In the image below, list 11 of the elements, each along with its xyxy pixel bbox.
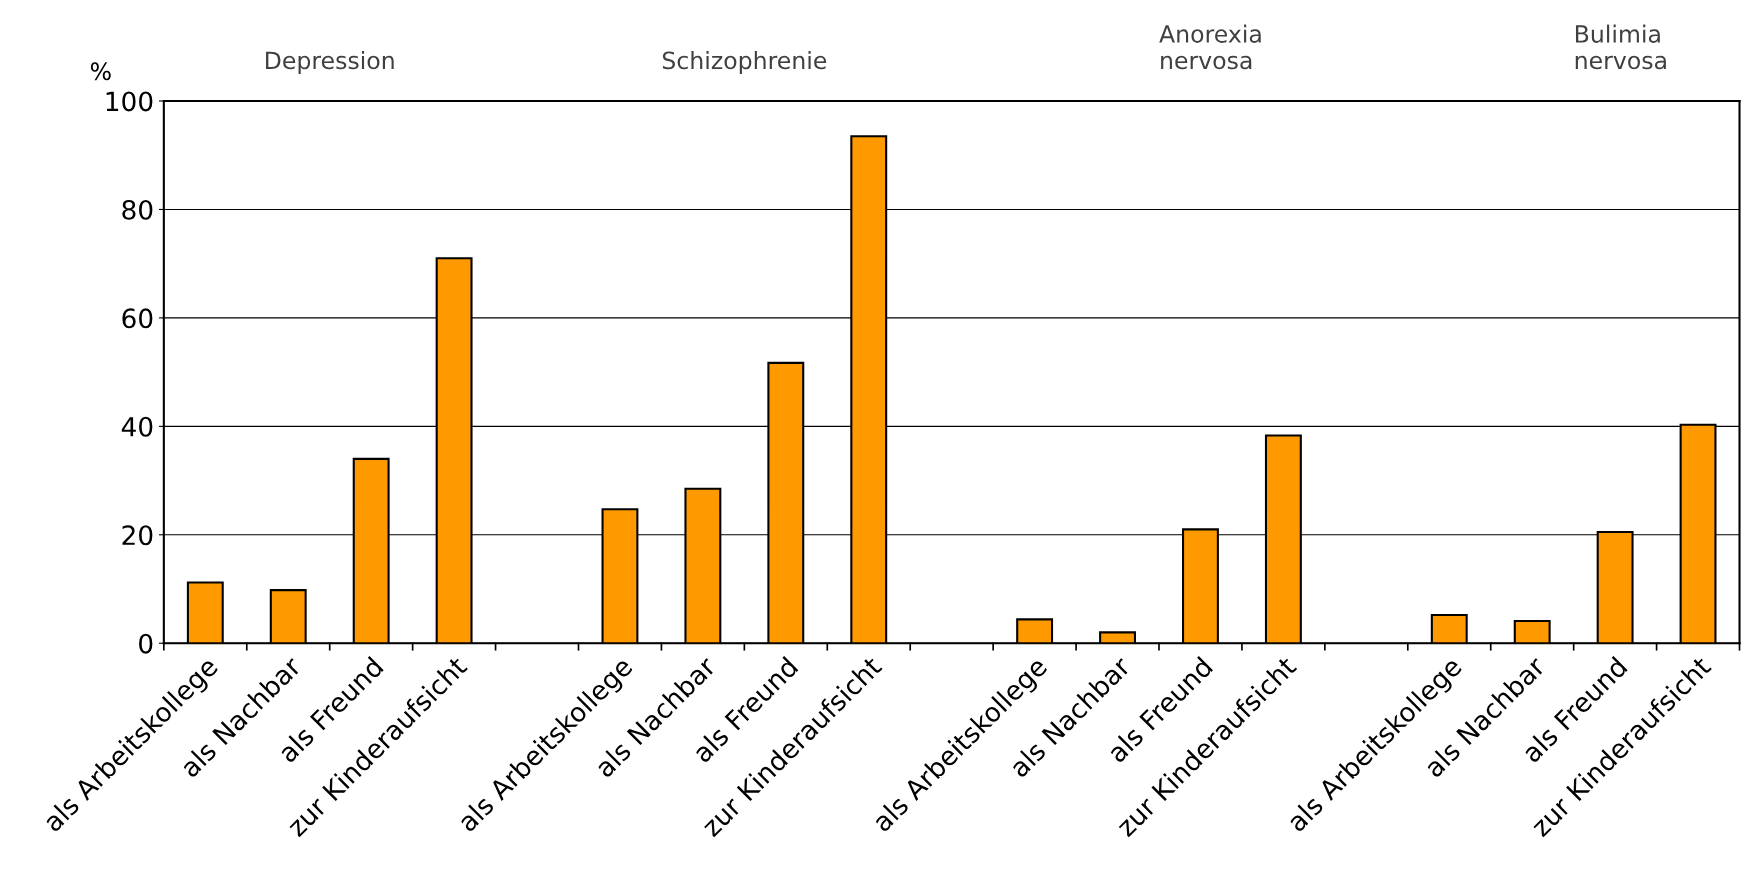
y-axis-title: %: [90, 62, 111, 81]
y-tick-label: 20: [122, 525, 153, 546]
text: Schizophrenie: [662, 51, 827, 74]
text: Anorexia nervosa: [1159, 24, 1261, 70]
y-tick-label: 80: [122, 199, 153, 220]
text: Depression: [266, 51, 394, 74]
y-tick-label: 60: [122, 308, 153, 329]
y-tick-label: 100: [106, 91, 153, 112]
y-tick-label: 40: [121, 416, 153, 437]
y-tick-label: 0: [139, 633, 153, 654]
text: Bulimia nervosa: [1575, 24, 1666, 70]
